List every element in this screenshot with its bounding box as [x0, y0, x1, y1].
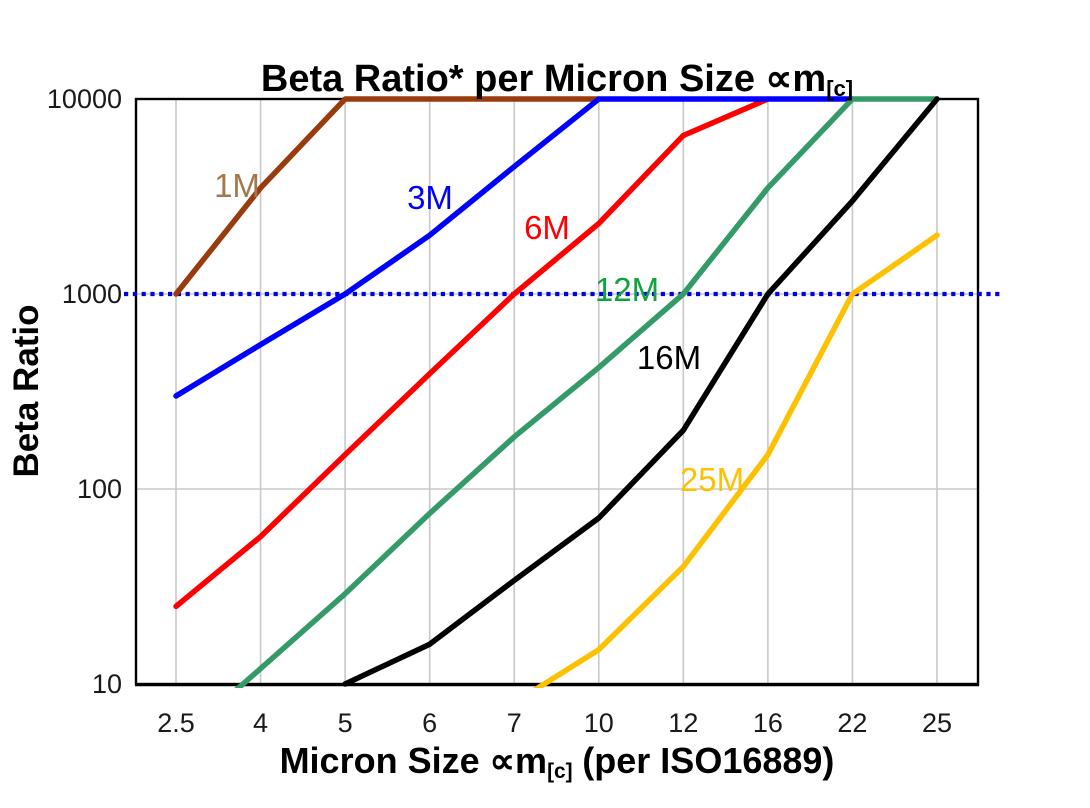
series-label-6M: 6M [524, 209, 570, 246]
y-axis-title: Beta Ratio [7, 304, 46, 478]
x-tick-label-25: 25 [922, 708, 952, 738]
y-tick-label-10000: 10000 [47, 84, 122, 114]
y-tick-label-1000: 1000 [62, 279, 122, 309]
x-tick-label-5: 5 [338, 708, 353, 738]
y-tick-label-10: 10 [92, 669, 122, 699]
chart-title: Beta Ratio* per Micron Size ∝m[c] [136, 56, 978, 101]
x-tick-label-2.5: 2.5 [157, 708, 195, 738]
micron-symbol: ∝m [489, 740, 548, 781]
x-tick-label-10: 10 [584, 708, 614, 738]
series-line-1M [173, 96, 602, 297]
x-axis-title-subscript: [c] [547, 759, 573, 783]
series-line-25M [532, 232, 940, 688]
x-tick-label-22: 22 [837, 708, 867, 738]
micron-symbol: ∝m [765, 58, 827, 100]
x-axis-title-suffix: (per ISO16889) [582, 740, 835, 781]
series-label-3M: 3M [407, 179, 453, 216]
series-lines [173, 96, 940, 688]
series-line-3M [173, 96, 856, 399]
chart-title-text: Beta Ratio* per Micron Size [260, 58, 755, 100]
y-tick-labels: 10 100 1000 10000 [47, 84, 122, 699]
series-label-16M: 16M [637, 339, 701, 376]
x-axis-title-text: Micron Size [279, 740, 480, 781]
x-tick-label-4: 4 [253, 708, 268, 738]
x-tick-labels: 2.5 4 5 6 7 10 12 16 22 25 [157, 708, 952, 738]
vertical-gridlines [175, 99, 938, 684]
x-tick-label-12: 12 [668, 708, 698, 738]
x-tick-label-6: 6 [422, 708, 437, 738]
y-tick-label-100: 100 [77, 474, 122, 504]
series-label-12M: 12M [595, 271, 659, 308]
series-line-12M [234, 96, 940, 688]
series-line-16M [342, 96, 940, 687]
x-axis-title: Micron Size ∝m[c] (per ISO16889) [136, 740, 978, 783]
series-labels: 1M 6M 3M 12M 16M 25M [214, 167, 744, 498]
chart-title-subscript: [c] [826, 75, 854, 101]
series-label-25M: 25M [680, 461, 744, 498]
x-tick-label-16: 16 [753, 708, 783, 738]
series-label-1M: 1M [214, 167, 260, 204]
series-line-6M [173, 96, 771, 610]
x-tick-label-7: 7 [507, 708, 522, 738]
